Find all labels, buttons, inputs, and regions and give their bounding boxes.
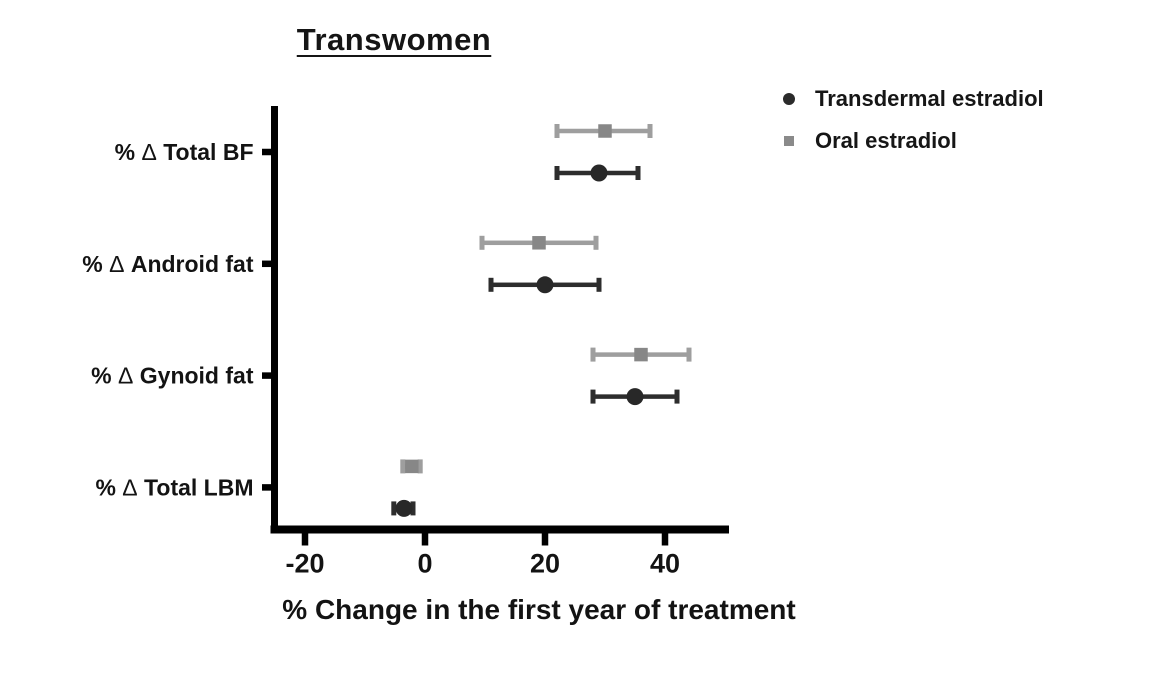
x-axis-tick (541, 532, 549, 546)
error-bar-cap-low (479, 235, 485, 250)
error-bar-cap-low (488, 277, 494, 292)
data-point-square (634, 347, 648, 362)
legend-square-marker-icon (782, 136, 796, 146)
y-axis-line (271, 106, 278, 534)
category-label: % Δ Android fat (82, 251, 254, 277)
error-bar-cap-low (554, 124, 560, 138)
x-tick-label: 20 (530, 549, 560, 579)
x-axis-line (270, 525, 729, 534)
error-bar-cap-low (590, 347, 596, 362)
y-axis-tick (262, 372, 271, 379)
error-bar-cap-high (635, 166, 641, 180)
category-label: % Δ Gynoid fat (91, 363, 254, 389)
error-bar-cap-low (400, 459, 406, 474)
legend-circle-marker-icon (782, 93, 796, 105)
error-bar-cap-low (391, 501, 397, 516)
error-bar-cap-high (686, 347, 692, 362)
x-axis-title: % Change in the first year of treatment (282, 594, 796, 625)
data-point-circle (626, 388, 644, 406)
data-point-circle (590, 164, 608, 182)
x-axis-tick (661, 532, 669, 546)
error-bar-cap-high (417, 459, 423, 474)
error-bar-cap-low (554, 166, 560, 180)
legend-item-transdermal: Transdermal estradiol (782, 86, 1044, 112)
x-tick-label: 0 (417, 549, 432, 579)
category-label: % Δ Total BF (115, 139, 254, 165)
legend-label-oral: Oral estradiol (815, 128, 957, 153)
error-bar-cap-high (593, 235, 599, 250)
legend-item-oral: Oral estradiol (782, 128, 1044, 154)
legend: Transdermal estradiol Oral estradiol (782, 86, 1044, 154)
y-axis-tick (262, 484, 271, 491)
error-bar-cap-high (647, 124, 653, 138)
y-axis-tick (262, 148, 271, 156)
x-tick-label: 40 (650, 549, 680, 579)
y-axis-tick (262, 260, 271, 268)
legend-label-transdermal: Transdermal estradiol (815, 86, 1044, 111)
data-point-square (532, 236, 546, 250)
chart-title: Transwomen (296, 22, 492, 57)
x-tick-label: -20 (285, 549, 324, 579)
data-point-circle (536, 276, 554, 294)
data-point-square (405, 459, 419, 474)
error-bar-cap-low (590, 389, 596, 404)
x-axis-tick (301, 532, 309, 546)
category-label: % Δ Total LBM (95, 474, 253, 500)
error-bar-cap-high (410, 501, 416, 516)
data-point-circle (395, 499, 413, 517)
data-point-square (598, 124, 612, 138)
error-bar-cap-high (674, 389, 680, 404)
error-bar-cap-high (596, 277, 602, 292)
x-axis-tick (421, 532, 429, 546)
